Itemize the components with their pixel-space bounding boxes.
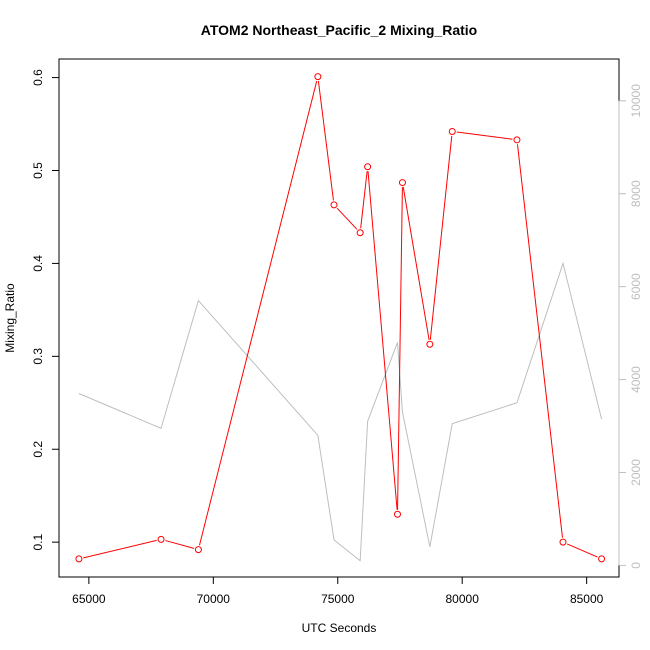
primary-series-segment: [336, 207, 358, 230]
x-axis: 65000 70000 75000 80000 85000: [72, 576, 604, 606]
primary-series-point: [330, 201, 338, 209]
primary-series-point: [314, 73, 322, 81]
x-tick-label: 70000: [197, 592, 231, 606]
series-layer: [75, 73, 606, 563]
chart-title: ATOM2 Northeast_Pacific_2 Mixing_Ratio: [201, 22, 477, 38]
primary-series-segment: [397, 187, 403, 510]
primary-series-point: [75, 555, 83, 563]
secondary-y-tick-label: 2000: [629, 459, 643, 486]
primary-series-segment: [198, 80, 318, 546]
secondary-y-axis: 0 2000 4000 6000 8000 10000: [618, 84, 643, 569]
secondary-y-tick-label: 0: [629, 562, 643, 569]
y-tick-label: 0.6: [31, 69, 45, 86]
y-tick-label: 0.1: [31, 533, 45, 550]
primary-series-point: [448, 127, 456, 135]
y-tick-label: 0.5: [31, 162, 45, 179]
x-tick-label: 65000: [72, 592, 106, 606]
primary-series-point: [426, 340, 434, 348]
primary-series-point: [194, 546, 202, 554]
y-tick-label: 0.3: [31, 348, 45, 365]
secondary-y-tick-label: 6000: [629, 273, 643, 300]
y-tick-label: 0.4: [31, 255, 45, 272]
primary-series-point: [559, 538, 567, 546]
secondary-series-line: [78, 261, 603, 562]
primary-series-segment: [402, 186, 430, 340]
primary-series-segment: [360, 171, 368, 229]
y-axis-label: Mixing_Ratio: [3, 283, 17, 353]
primary-series-segment: [165, 540, 195, 549]
primary-series-point: [393, 510, 401, 518]
y-tick-label: 0.2: [31, 441, 45, 458]
primary-series-segment: [456, 131, 513, 140]
y-axis: 0.1 0.2 0.3 0.4 0.5 0.6: [31, 69, 60, 551]
x-tick-label: 85000: [570, 592, 604, 606]
primary-series-point: [356, 229, 364, 237]
plot-frame: [58, 58, 620, 578]
primary-series-point: [513, 136, 521, 144]
primary-series-segment: [566, 543, 598, 558]
primary-series-point: [157, 535, 165, 543]
x-tick-label: 80000: [446, 592, 480, 606]
primary-series-point: [398, 179, 406, 187]
primary-series-point: [364, 163, 372, 171]
primary-series-segment: [83, 539, 157, 559]
primary-series-segment: [317, 81, 334, 201]
primary-series-segment: [516, 144, 563, 538]
secondary-y-tick-label: 10000: [629, 84, 643, 118]
primary-series-segment: [367, 171, 398, 510]
x-axis-label: UTC Seconds: [302, 621, 377, 635]
primary-series-point: [598, 555, 606, 563]
x-tick-label: 75000: [321, 592, 355, 606]
secondary-y-tick-label: 4000: [629, 366, 643, 393]
secondary-y-tick-label: 8000: [629, 180, 643, 207]
primary-series-segment: [429, 135, 453, 340]
